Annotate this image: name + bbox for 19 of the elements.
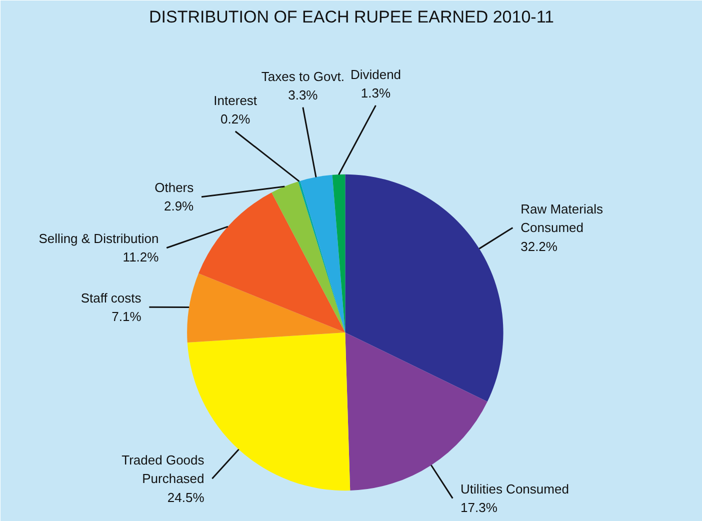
slice-label: Interest bbox=[214, 92, 258, 108]
data-label: 0.2% bbox=[220, 112, 251, 127]
slice-label: Taxes to Govt. bbox=[261, 68, 344, 84]
slice-label: Raw Materials Consumed bbox=[520, 201, 604, 236]
chart-title: DISTRIBUTION OF EACH RUPEE EARNED 2010-11 bbox=[149, 8, 554, 26]
slice-label: Staff costs bbox=[80, 290, 142, 306]
data-label: 11.2% bbox=[122, 250, 160, 265]
slice-label: Utilities Consumed bbox=[460, 481, 569, 496]
data-label: 7.1% bbox=[112, 309, 142, 324]
data-label: 1.3% bbox=[360, 86, 391, 101]
data-label: 3.3% bbox=[288, 88, 318, 103]
slice-label: Selling & Distribution bbox=[38, 230, 159, 246]
data-label: 17.3% bbox=[460, 500, 498, 516]
slice-label: Others bbox=[154, 180, 194, 195]
data-label: 2.9% bbox=[164, 198, 194, 214]
slice-label: Traded Goods Purchased bbox=[122, 452, 205, 486]
data-label: 24.5% bbox=[167, 490, 205, 505]
data-label: 32.2% bbox=[520, 238, 558, 254]
slice-label: Dividend bbox=[350, 66, 402, 82]
